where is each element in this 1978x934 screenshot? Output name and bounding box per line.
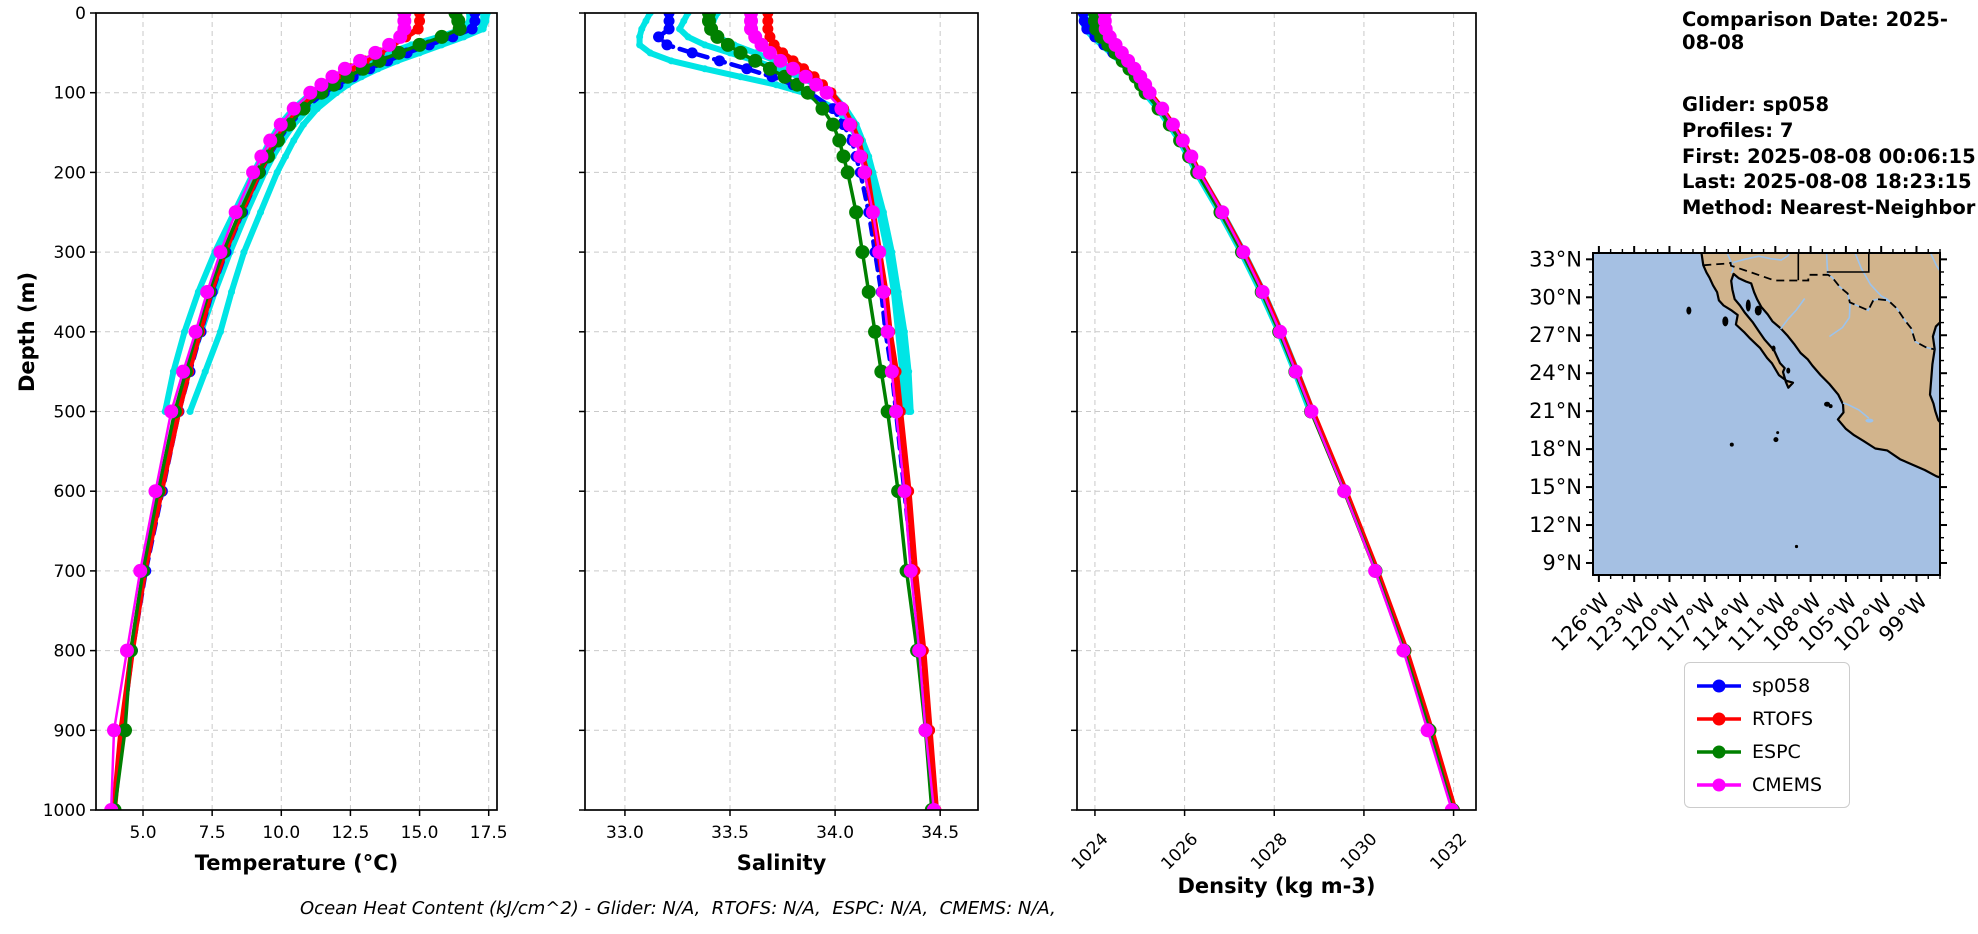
map-land [1700,253,1940,479]
map-lat-label: 12°N [1529,513,1582,537]
map-lat-label: 24°N [1529,361,1582,385]
map-river [1726,253,1734,274]
x-tick-label: 1030 [1337,829,1382,874]
x-tick-label: 1028 [1247,829,1292,874]
legend: sp058 RTOFS ESPC CMEMS [1684,662,1850,808]
x-tick-label: 12.5 [331,823,369,843]
depth-tick-label: 900 [54,721,86,741]
map-river [1828,302,1851,338]
map-lat-label: 9°N [1542,551,1582,575]
series-lines [636,13,942,810]
salinity-profile-axis-title: Salinity [737,851,827,875]
x-tick-label: 15.0 [401,823,439,843]
map-island [1773,437,1779,443]
depth-tick-label: 300 [54,243,86,263]
depth-tick-label: 600 [54,482,86,502]
x-tick-label: 34.5 [921,823,959,843]
map-lat-label: 33°N [1529,247,1582,271]
map-river [1779,298,1806,330]
series-lines [104,13,491,810]
map-lat-label: 30°N [1529,285,1582,309]
profiles-count-text: Profiles: 7 [1682,118,1794,142]
temperature-profile-chart: 5.0 7.5 10.0 12.5 15.0 17.5 0 100 200 300 400 500 60… [43,4,508,875]
depth-tick-label: 0 [75,4,86,24]
map-island [1786,367,1791,374]
legend-label: RTOFS [1752,707,1814,730]
axis-ticks: 33.0 33.5 34.0 34.5 [579,12,959,843]
series-lines [1077,13,1460,810]
method-text: Method: Nearest-Neighbor [1682,196,1976,220]
legend-item-rtofs: RTOFS [1695,702,1849,735]
glider-name-text: Glider: sp058 [1682,93,1830,116]
last-profile-time-text: Last: 2025-08-08 18:23:15 [1682,170,1972,194]
x-tick-label: 7.5 [199,823,226,843]
x-tick-label: 17.5 [470,823,508,843]
comparison-date-text: Comparison Date: 2025-08-08 [1682,8,1948,54]
legend-label: sp058 [1752,674,1811,697]
depth-tick-label: 1000 [43,801,86,821]
map-island [1754,305,1762,316]
x-tick-label: 5.0 [129,823,156,843]
map-island [1771,345,1776,352]
legend-label: CMEMS [1752,773,1823,796]
density-profile-chart: 1024 1026 1028 1030 1032 Density (kg m-3) [1068,12,1477,898]
legend-label: ESPC [1752,740,1801,763]
map-river [1929,253,1940,273]
depth-axis-label: Depth (m) [15,271,39,393]
line-marker-icon [1697,778,1741,791]
series-line-glider-raw-2 [1082,13,1316,415]
first-profile-time-text: First: 2025-08-08 00:06:15 [1682,144,1976,168]
x-tick-label: 1026 [1157,829,1202,874]
x-tick-label: 33.5 [711,823,749,843]
depth-tick-label: 100 [54,84,86,104]
line-marker-icon [1697,712,1741,725]
x-tick-label: 1032 [1426,829,1471,874]
map-state-border [1826,253,1870,273]
line-marker-icon [1697,679,1741,692]
map-island [1828,404,1833,409]
axis-ticks: 1024 1026 1028 1030 1032 [1068,12,1471,874]
legend-item-espc: ESPC [1695,735,1849,768]
depth-tick-label: 800 [54,642,86,662]
map-lat-label: 15°N [1529,475,1582,499]
map-lake [1865,418,1874,423]
map-island [1686,306,1692,315]
ocean-heat-content-note: Ocean Heat Content (kJ/cm^2) - Glider: N… [300,898,1056,919]
map-island [1729,442,1734,447]
depth-tick-label: 500 [54,403,86,423]
depth-tick-label: 200 [54,163,86,183]
map-river [1732,253,1790,264]
x-tick-label: 1024 [1068,829,1113,874]
map-island [1776,431,1780,435]
temperature-profile-axis-title: Temperature (°C) [195,851,398,875]
map-country-border [1703,261,1935,351]
x-tick-label: 33.0 [606,823,644,843]
x-tick-label: 34.0 [816,823,854,843]
map-lat-label: 18°N [1529,437,1582,461]
depth-tick-label: 700 [54,562,86,582]
map-inset: 33°N30°N27°N24°N21°N18°N15°N12°N9°N126°W… [1529,246,1947,656]
series-line-glider-raw-1 [1078,13,1314,415]
map-island [1794,544,1799,549]
map-border [1592,252,1941,576]
info-panel: Comparison Date: 2025-08-08 Glider: sp05… [1682,8,1978,221]
salinity-profile-chart: 33.0 33.5 34.0 34.5 Salinity [579,12,979,875]
legend-item-sp058: sp058 [1695,669,1849,702]
map-river [1854,253,1889,301]
map-lat-label: 27°N [1529,323,1582,347]
map-river [1842,402,1870,419]
map-island [1745,299,1751,312]
grid [585,12,978,811]
x-tick-label: 10.0 [262,823,300,843]
map-island [1722,316,1729,327]
map-lat-label: 21°N [1529,399,1582,423]
line-marker-icon [1697,745,1741,758]
legend-item-cmems: CMEMS [1695,768,1849,801]
map-island [1824,401,1831,407]
axis-ticks: 5.0 7.5 10.0 12.5 15.0 17.5 0 100 200 300 400 500 60… [43,4,508,843]
density-profile-axis-title: Density (kg m-3) [1177,874,1375,898]
depth-tick-label: 400 [54,323,86,343]
